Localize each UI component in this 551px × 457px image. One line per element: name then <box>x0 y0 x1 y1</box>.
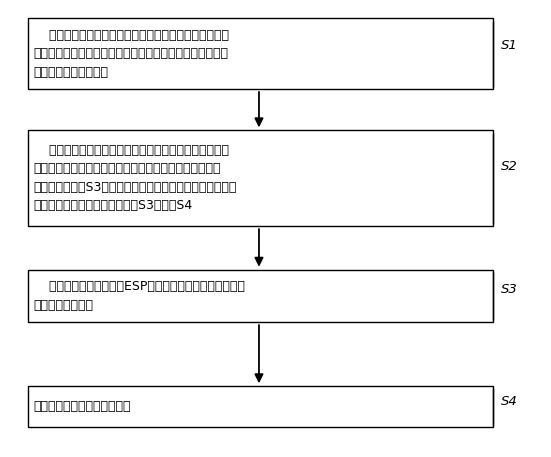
Bar <box>28 270 493 322</box>
Text: 请求车身电子稳定系统ESP对滑转率大于所述参考滑转率
的车轮施加制动力: 请求车身电子稳定系统ESP对滑转率大于所述参考滑转率 的车轮施加制动力 <box>33 280 245 312</box>
Text: S4: S4 <box>501 395 518 408</box>
Text: S2: S2 <box>501 160 518 173</box>
Text: 判断所述前轴各车轮的滑转率是否大于一预设的参考滑
转率，当只有一个前轴车轮的滑转率大于所述参考滑转率
时，则执行步骤S3，当至少两个前轴车轮的滑转率大于所述
参: 判断所述前轴各车轮的滑转率是否大于一预设的参考滑 转率，当只有一个前轴车轮的滑转… <box>33 144 236 213</box>
Text: 实时监测获得车辆行驶时前轴各车轮的轮速和车辆行驶
速度，并根据所述前轴各车轮的轮速和所述车辆行驶速度计
算前轴各车轮的滑转率: 实时监测获得车辆行驶时前轴各车轮的轮速和车辆行驶 速度，并根据所述前轴各车轮的轮… <box>33 29 229 79</box>
Text: S3: S3 <box>501 283 518 296</box>
Text: 控制车辆后轴传递的扭矩增大: 控制车辆后轴传递的扭矩增大 <box>33 400 131 413</box>
Bar <box>28 386 493 427</box>
Bar <box>28 130 493 226</box>
Text: S1: S1 <box>501 39 518 52</box>
Bar <box>28 18 493 89</box>
